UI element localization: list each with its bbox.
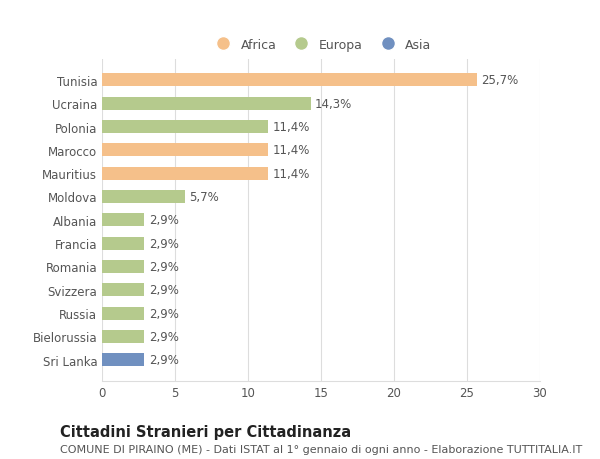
Text: 2,9%: 2,9% xyxy=(149,353,179,366)
Text: 5,7%: 5,7% xyxy=(190,190,220,203)
Text: 2,9%: 2,9% xyxy=(149,260,179,274)
Bar xyxy=(102,121,268,134)
Bar xyxy=(102,284,145,297)
Text: 14,3%: 14,3% xyxy=(315,97,352,111)
Text: 2,9%: 2,9% xyxy=(149,237,179,250)
Bar xyxy=(102,190,185,203)
Bar xyxy=(102,260,145,273)
Text: 11,4%: 11,4% xyxy=(273,167,310,180)
Text: 11,4%: 11,4% xyxy=(273,144,310,157)
Text: 2,9%: 2,9% xyxy=(149,307,179,320)
Text: 25,7%: 25,7% xyxy=(482,74,519,87)
Bar xyxy=(102,353,145,366)
Bar xyxy=(102,237,145,250)
Text: COMUNE DI PIRAINO (ME) - Dati ISTAT al 1° gennaio di ogni anno - Elaborazione TU: COMUNE DI PIRAINO (ME) - Dati ISTAT al 1… xyxy=(60,444,582,454)
Bar xyxy=(102,98,311,110)
Bar xyxy=(102,168,268,180)
Bar xyxy=(102,74,477,87)
Text: Cittadini Stranieri per Cittadinanza: Cittadini Stranieri per Cittadinanza xyxy=(60,425,351,440)
Bar xyxy=(102,214,145,227)
Legend: Africa, Europa, Asia: Africa, Europa, Asia xyxy=(205,34,437,57)
Text: 2,9%: 2,9% xyxy=(149,284,179,297)
Text: 11,4%: 11,4% xyxy=(273,121,310,134)
Text: 2,9%: 2,9% xyxy=(149,214,179,227)
Bar xyxy=(102,144,268,157)
Bar xyxy=(102,307,145,320)
Text: 2,9%: 2,9% xyxy=(149,330,179,343)
Bar xyxy=(102,330,145,343)
